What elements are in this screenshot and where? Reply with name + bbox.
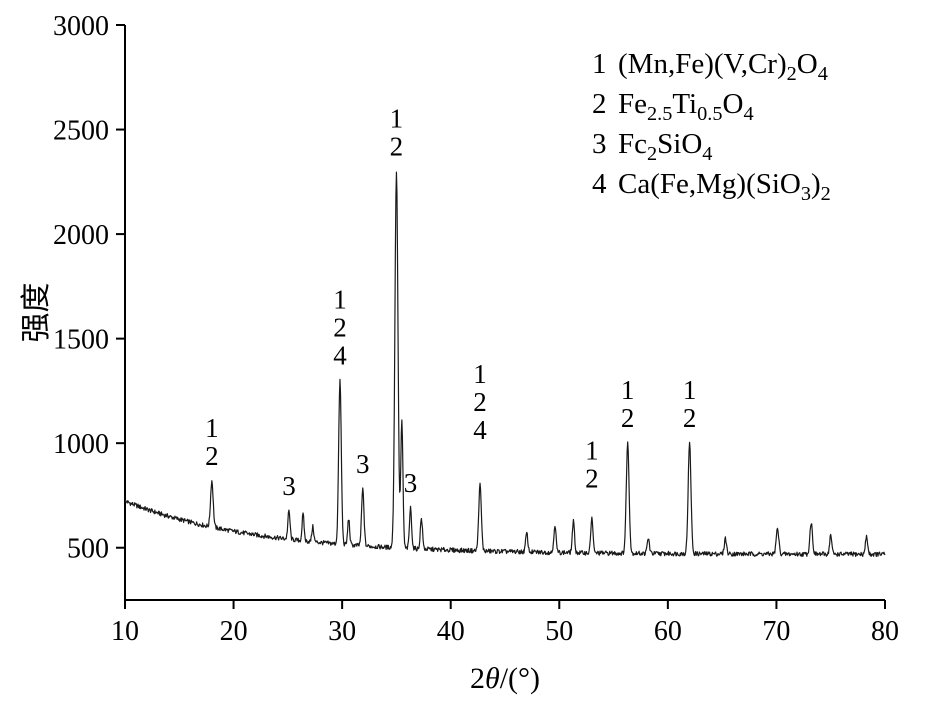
peak-label: 2 [683,403,697,433]
peak-label: 3 [282,471,296,501]
peak-label: 2 [390,131,404,161]
x-axis-title: 2θ/(°) [470,662,540,695]
y-tick-label: 2500 [53,116,109,147]
peak-label: 1 [390,103,404,133]
legend-item-number: 1 [592,48,607,80]
legend-item-formula: Fc2SiO4 [618,128,712,165]
legend-item-formula: Fe2.5Ti0.5O4 [618,88,754,125]
legend-item-number: 2 [592,88,607,120]
y-tick-label: 1000 [53,429,109,460]
legend-item-formula: Ca(Fe,Mg)(SiO3)2 [618,168,831,205]
peak-label: 1 [621,375,635,405]
x-tick-label: 40 [437,616,465,647]
x-tick-label: 20 [220,616,248,647]
peak-label: 3 [404,468,418,498]
x-tick-label: 10 [111,616,139,647]
peak-label: 3 [356,449,370,479]
diffraction-trace [124,171,886,558]
peak-label: 1 [333,284,347,314]
x-tick-label: 80 [871,616,899,647]
legend-item-number: 4 [592,168,607,200]
peak-label: 4 [473,415,487,445]
y-axis-title: 强度 [20,283,53,343]
y-tick-label: 2000 [53,220,109,251]
peak-label: 2 [333,312,347,342]
peak-label: 1 [205,413,219,443]
peak-label: 4 [333,340,347,370]
x-tick-label: 70 [762,616,790,647]
legend-item-formula: (Mn,Fe)(V,Cr)2O4 [618,48,828,85]
peak-label: 2 [205,441,219,471]
peak-label: 1 [473,359,487,389]
x-axis: 10 20 30 40 50 60 70 80 [111,599,899,647]
legend: 1 (Mn,Fe)(V,Cr)2O4 2 Fe2.5Ti0.5O4 3 Fc2SiO4 4 C… [592,48,831,205]
peak-label: 1 [683,375,697,405]
x-tick-label: 50 [545,616,573,647]
peak-label: 2 [473,387,487,417]
x-tick-label: 30 [328,616,356,647]
y-tick-label: 3000 [53,11,109,42]
y-tick-label: 500 [67,534,109,565]
peak-label: 2 [585,463,599,493]
y-axis: 500 1000 1500 2000 2500 3000 [53,11,126,600]
y-tick-label: 1500 [53,325,109,356]
legend-item-number: 3 [592,128,607,160]
x-tick-label: 60 [654,616,682,647]
peak-label: 1 [585,435,599,465]
peak-label: 2 [621,403,635,433]
